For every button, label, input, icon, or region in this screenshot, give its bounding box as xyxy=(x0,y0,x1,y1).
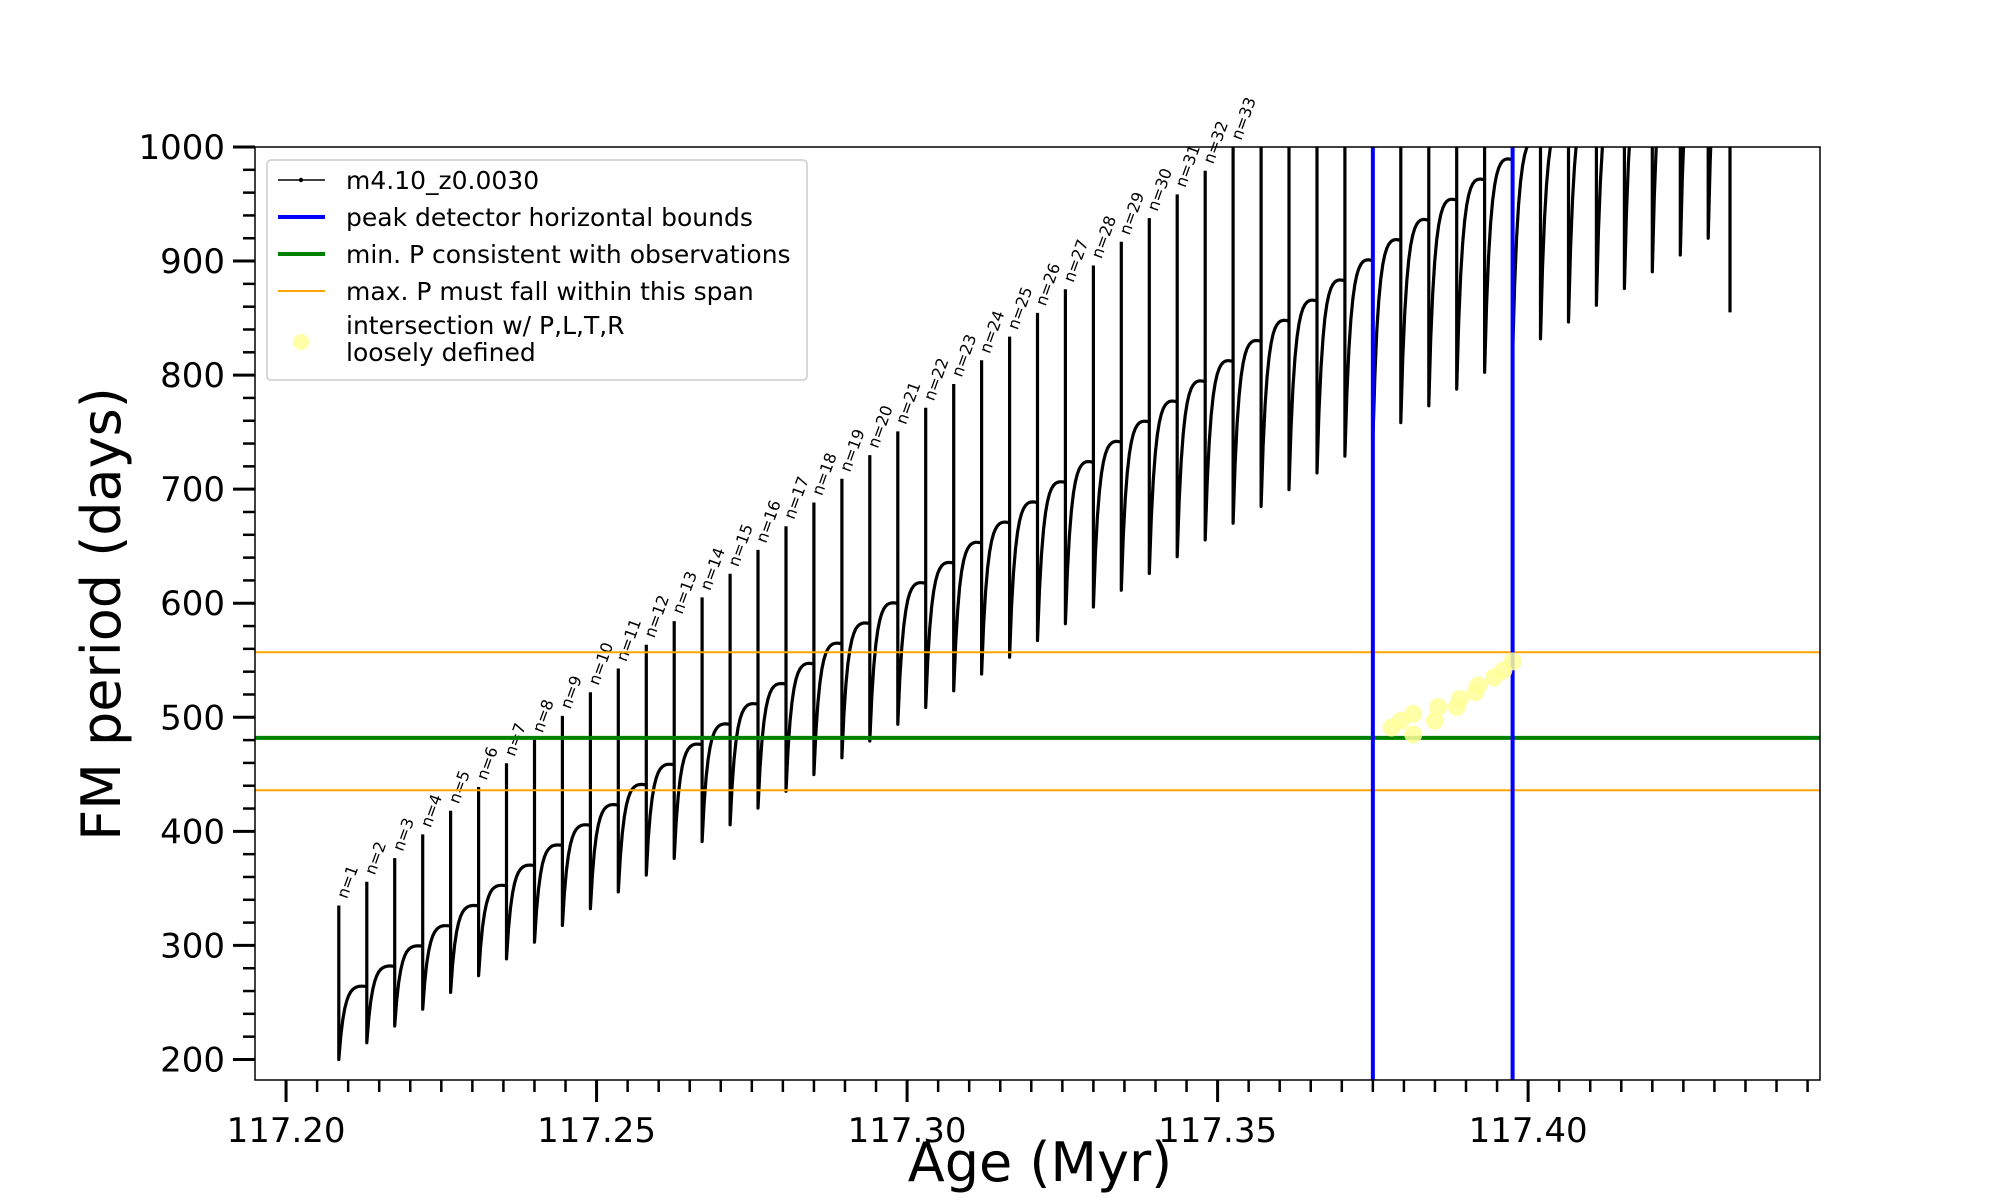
pulse-label: n=30 xyxy=(1143,166,1176,214)
pulse-label: n=27 xyxy=(1059,237,1092,285)
pulse-label: n=17 xyxy=(780,474,813,522)
y-tick-label: 700 xyxy=(160,470,225,510)
pulse-label: n=25 xyxy=(1003,284,1036,332)
pulse-label: n=1 xyxy=(333,863,362,901)
pulse-label: n=15 xyxy=(724,521,757,569)
pulse-label: n=14 xyxy=(696,545,729,593)
legend-entry-label: peak detector horizontal bounds xyxy=(346,203,753,232)
intersection-point xyxy=(1425,711,1444,730)
evolution-track-line xyxy=(337,147,1732,1062)
plot-clipped-group xyxy=(337,147,1732,1062)
legend-entry-label: m4.10_z0.0030 xyxy=(346,166,539,195)
x-tick-label: 117.35 xyxy=(1158,1111,1277,1151)
x-tick-label: 117.25 xyxy=(537,1111,656,1151)
pulse-label: n=28 xyxy=(1087,213,1120,261)
legend-swatch-marker xyxy=(298,177,304,183)
legend-swatch-point xyxy=(293,334,309,350)
pulse-label: n=9 xyxy=(556,673,585,711)
y-tick-label: 600 xyxy=(160,584,225,624)
y-tick-label: 1000 xyxy=(138,128,225,168)
pulse-label: n=20 xyxy=(864,403,897,451)
plot-frame xyxy=(254,146,1821,1081)
x-tick-label: 117.20 xyxy=(227,1111,346,1151)
pulse-label: n=24 xyxy=(976,308,1009,356)
y-tick-label: 200 xyxy=(160,1040,225,1080)
intersection-point xyxy=(1469,676,1488,695)
intersection-point xyxy=(1429,698,1448,717)
pulse-label: n=23 xyxy=(948,332,981,380)
y-tick-label: 800 xyxy=(160,356,225,396)
pulse-label: n=33 xyxy=(1227,95,1260,143)
intersection-point xyxy=(1503,652,1522,671)
y-tick-label: 300 xyxy=(160,926,225,966)
pulse-label: n=18 xyxy=(808,450,841,498)
intersection-point xyxy=(1404,725,1423,744)
legend-entry-label: min. P consistent with observations xyxy=(346,240,791,269)
pulse-label: n=26 xyxy=(1031,261,1064,309)
y-tick-label: 900 xyxy=(160,242,225,282)
pulse-label: n=13 xyxy=(668,569,701,617)
pulse-label: n=12 xyxy=(640,592,673,640)
intersection-point xyxy=(1404,704,1423,723)
pulse-label: n=6 xyxy=(472,744,501,782)
pulse-label: n=4 xyxy=(417,792,446,830)
pulse-label: n=16 xyxy=(752,498,785,546)
pulse-label: n=22 xyxy=(920,355,953,403)
intersection-point xyxy=(1450,690,1469,709)
pulse-label: n=3 xyxy=(389,815,418,853)
pulse-label: n=29 xyxy=(1115,189,1148,237)
legend-entry-label: max. P must fall within this span xyxy=(346,277,754,306)
pulse-label: n=19 xyxy=(836,426,869,474)
pulse-label: n=32 xyxy=(1199,118,1232,166)
x-tick-label: 117.40 xyxy=(1469,1111,1588,1151)
x-axis-title: Age (Myr) xyxy=(908,1131,1173,1194)
y-tick-label: 400 xyxy=(160,812,225,852)
pulse-label: n=8 xyxy=(528,697,557,735)
legend-box xyxy=(266,159,808,381)
pulse-label: n=10 xyxy=(584,640,617,688)
x-tick-label: 117.30 xyxy=(848,1111,967,1151)
pulse-label: n=11 xyxy=(612,616,645,664)
legend-entry-label: intersection w/ P,L,T,R xyxy=(346,311,625,340)
pulse-label: n=2 xyxy=(361,839,390,877)
pulse-label: n=21 xyxy=(892,379,925,427)
pulse-label: n=31 xyxy=(1171,142,1204,190)
y-axis-title: FM period (days) xyxy=(70,387,133,841)
legend-entry-label: loosely defined xyxy=(346,338,536,367)
pulse-label: n=5 xyxy=(445,768,474,806)
axes: 117.20 117.25 117.30 117.35 117.40 200 300 400 5… xyxy=(138,128,1821,1151)
y-tick-label: 500 xyxy=(160,698,225,738)
